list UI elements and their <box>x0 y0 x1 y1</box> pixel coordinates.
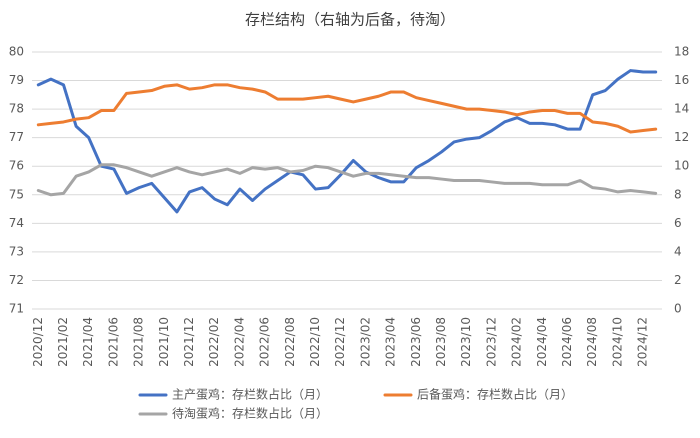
y2-tick-label: 2 <box>674 273 682 287</box>
y-tick-label: 78 <box>9 102 24 116</box>
y-tick-label: 76 <box>9 159 24 173</box>
x-tick-label: 2023/12 <box>484 317 498 367</box>
series-line <box>36 69 658 214</box>
x-tick-label: 2024/10 <box>610 317 624 367</box>
y2-tick-label: 14 <box>674 102 689 116</box>
y2-tick-label: 10 <box>674 159 689 173</box>
x-tick-label: 2023/10 <box>459 317 473 367</box>
x-tick-label: 2023/04 <box>384 317 398 367</box>
x-tick-label: 2022/08 <box>283 317 297 367</box>
x-tick-label: 2023/06 <box>409 317 423 367</box>
y-tick-label: 77 <box>9 130 24 144</box>
x-tick-label: 2021/12 <box>182 317 196 367</box>
y-tick-label: 71 <box>9 302 24 316</box>
x-tick-label: 2021/10 <box>157 317 171 367</box>
y2-tick-label: 4 <box>674 244 682 258</box>
legend-label: 后备蛋鸡：存栏数占比（月） <box>417 387 573 402</box>
x-tick-label: 2022/06 <box>258 317 272 367</box>
x-tick-label: 2024/02 <box>510 317 524 367</box>
x-tick-label: 2020/12 <box>31 317 45 367</box>
y2-tick-label: 6 <box>674 216 682 230</box>
x-tick-label: 2023/08 <box>434 317 448 367</box>
x-tick-label: 2021/08 <box>132 317 146 367</box>
x-tick-label: 2021/06 <box>106 317 120 367</box>
x-tick-label: 2024/04 <box>535 317 549 367</box>
x-tick-label: 2024/06 <box>560 317 574 367</box>
y2-tick-label: 12 <box>674 130 689 144</box>
y-tick-label: 74 <box>9 216 24 230</box>
x-tick-label: 2021/04 <box>81 317 95 367</box>
series-line <box>36 163 658 197</box>
series-line <box>36 83 658 134</box>
x-tick-label: 2024/08 <box>585 317 599 367</box>
x-tick-label: 2023/02 <box>358 317 372 367</box>
y2-tick-label: 16 <box>674 73 689 87</box>
y-tick-label: 79 <box>9 73 24 87</box>
y2-tick-label: 18 <box>674 45 689 59</box>
legend-label: 待淘蛋鸡：存栏数占比（月） <box>172 406 328 421</box>
x-tick-label: 2022/12 <box>333 317 347 367</box>
y-tick-label: 73 <box>9 244 24 258</box>
x-tick-label: 2022/04 <box>232 317 246 367</box>
x-tick-label: 2022/10 <box>308 317 322 367</box>
chart-title: 存栏结构（右轴为后备，待淘） <box>245 11 455 29</box>
y-tick-label: 75 <box>9 187 24 201</box>
x-tick-label: 2022/02 <box>207 317 221 367</box>
x-tick-label: 2021/02 <box>56 317 70 367</box>
legend-label: 主产蛋鸡：存栏数占比（月） <box>172 387 328 402</box>
y2-tick-label: 0 <box>674 302 682 316</box>
x-tick-label: 2024/12 <box>636 317 650 367</box>
y-tick-label: 80 <box>9 45 24 59</box>
y-tick-label: 72 <box>9 273 24 287</box>
y2-tick-label: 8 <box>674 187 682 201</box>
